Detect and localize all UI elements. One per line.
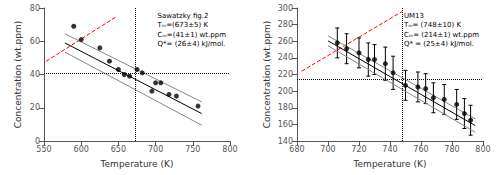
svg-text:60: 60 — [30, 37, 40, 46]
svg-text:280: 280 — [278, 20, 293, 29]
svg-text:780: 780 — [444, 145, 459, 154]
svg-text:20: 20 — [30, 103, 40, 112]
svg-text:Cₘ= (214±1) wt.ppm: Cₘ= (214±1) wt.ppm — [404, 31, 479, 39]
svg-text:140: 140 — [277, 136, 293, 146]
svg-text:700: 700 — [320, 145, 335, 154]
svg-text:220: 220 — [278, 70, 293, 79]
svg-text:600: 600 — [74, 145, 89, 154]
svg-text:80: 80 — [30, 4, 40, 13]
svg-text:Temperature (K): Temperature (K) — [353, 159, 427, 169]
svg-text:260: 260 — [278, 37, 293, 46]
svg-text:650: 650 — [111, 145, 126, 154]
svg-text:800: 800 — [222, 145, 237, 154]
svg-text:740: 740 — [382, 145, 397, 154]
svg-text:Q*= (26±4) kJ/mol.: Q*= (26±4) kJ/mol. — [158, 40, 226, 48]
svg-text:680: 680 — [289, 145, 304, 154]
svg-text:300: 300 — [278, 4, 293, 13]
svg-text:Concentration (wt.ppm): Concentration (wt.ppm) — [13, 21, 23, 129]
svg-text:UM13: UM13 — [404, 12, 424, 20]
svg-text:40: 40 — [30, 70, 40, 79]
svg-text:720: 720 — [351, 145, 366, 154]
svg-text:Temperature (K): Temperature (K) — [100, 159, 174, 169]
svg-text:180: 180 — [278, 103, 293, 112]
svg-text:550: 550 — [36, 145, 51, 154]
svg-text:200: 200 — [278, 87, 293, 96]
svg-text:760: 760 — [413, 145, 428, 154]
svg-text:Tₘ= (748±10) K: Tₘ= (748±10) K — [403, 21, 462, 29]
svg-text:Q* = (25±4) kJ/mol.: Q* = (25±4) kJ/mol. — [404, 40, 474, 48]
svg-text:750: 750 — [185, 145, 200, 154]
svg-text:Sawatzky fig.2: Sawatzky fig.2 — [158, 12, 209, 20]
svg-text:Cₘ=(41±1) wt.ppm: Cₘ=(41±1) wt.ppm — [158, 31, 227, 39]
svg-text:700: 700 — [148, 145, 163, 154]
svg-text:Concentration (wt.ppm): Concentration (wt.ppm) — [262, 21, 272, 129]
svg-text:240: 240 — [278, 53, 293, 62]
svg-text:800: 800 — [475, 145, 490, 154]
svg-text:160: 160 — [278, 120, 293, 129]
svg-text:0: 0 — [34, 136, 40, 146]
svg-text:Tₘ=(673±5) K: Tₘ=(673±5) K — [157, 21, 209, 29]
